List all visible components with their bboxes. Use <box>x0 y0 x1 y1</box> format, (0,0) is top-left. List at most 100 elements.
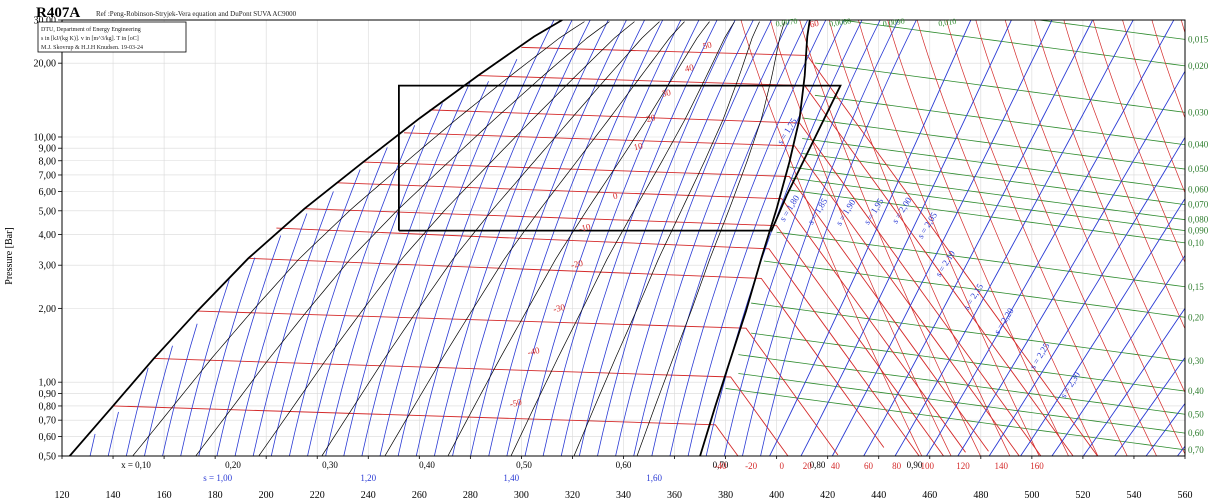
isotherm-vapor-line <box>916 20 1099 456</box>
isochore-line <box>814 94 1185 146</box>
isotherm-vapor-line <box>1063 20 1185 330</box>
quality-line <box>384 21 685 456</box>
temperature-label: 50 <box>702 39 713 51</box>
bottom-temperature-label: 20 <box>803 461 813 471</box>
isentrope-line <box>289 147 388 456</box>
y-tick-label: 1,00 <box>39 378 57 389</box>
quality-line <box>321 21 660 456</box>
chart-title: R407A <box>36 5 80 21</box>
x-tick-label: 560 <box>1178 490 1193 501</box>
entropy-label: 1,20 <box>360 473 376 483</box>
isentrope-line <box>597 20 754 456</box>
isentrope-vapor-line <box>863 20 1094 456</box>
temperature-label: -30 <box>552 302 566 314</box>
isentrope-line <box>180 279 230 456</box>
quality-label: 0,30 <box>322 460 338 470</box>
y-axis-label: Pressure [Bar] <box>4 227 15 284</box>
grid <box>62 20 1185 456</box>
isotherm-vapor-line <box>828 20 1011 456</box>
y-tick-label: 5,00 <box>39 206 57 217</box>
entropy-vapor-label: s = 1,85 <box>806 196 830 226</box>
isotherm-line <box>363 161 989 452</box>
info-box <box>37 21 187 53</box>
isentrope-line <box>470 20 627 456</box>
top-volume-label: 0,010 <box>938 17 957 28</box>
saturation-dome <box>68 20 811 456</box>
isochore-line <box>725 388 1185 451</box>
isentrope-line <box>760 20 917 456</box>
isentrope-line <box>488 20 646 456</box>
entropy-vapor-label: s = 2,00 <box>890 195 914 225</box>
x-tick-label: 460 <box>922 490 937 501</box>
isochore-line <box>776 231 1185 288</box>
bottom-temperature-label: -20 <box>745 461 757 471</box>
saturated-liquid-line <box>68 20 563 456</box>
isochore-line <box>814 62 1185 113</box>
entropy-vapor-label: s = 1,75 <box>775 116 799 146</box>
quality-line <box>510 21 735 456</box>
x-tick-label: 260 <box>412 490 427 501</box>
isentrope-vapor-line <box>1114 356 1185 456</box>
isotherm-line <box>337 182 966 453</box>
cycle-path <box>397 84 842 232</box>
isentrope-line <box>633 20 790 456</box>
x-tick-label: 340 <box>616 490 631 501</box>
isochore-line <box>751 332 1185 392</box>
isentrope-line <box>107 411 119 456</box>
x-tick-label: 240 <box>361 490 376 501</box>
isochore-line <box>675 0 1198 20</box>
isentrope-line <box>216 235 282 456</box>
isotherm-vapor-line <box>1122 20 1185 194</box>
x-tick-label: 220 <box>310 490 325 501</box>
y-tick-label: 4,00 <box>39 230 57 241</box>
x-axis-ticks: 120 140 160 180 200 220 240 260 280 300 320 340 360 3… <box>55 456 1193 501</box>
isochore-line <box>1036 20 1185 40</box>
isentrope-line <box>125 367 149 456</box>
isentrope-line <box>433 20 591 456</box>
volume-tick-label: 0,70 <box>1188 445 1204 455</box>
isentrope-line <box>506 20 664 456</box>
isentrope-line <box>198 257 256 456</box>
isentrope-line <box>270 169 361 456</box>
isentrope-line <box>89 433 96 456</box>
bottom-temperature-label: 80 <box>892 461 902 471</box>
y-axis-ticks: 30,00 20,00 10,009,008,00 7,00 6,00 5,00 4,00 3… <box>34 16 62 463</box>
isentrope-line <box>452 20 609 456</box>
isochore-line <box>802 153 1185 206</box>
isotherm-vapor-line <box>799 20 981 456</box>
x-tick-label: 300 <box>514 490 529 501</box>
isentrope-line <box>524 20 682 456</box>
top-volume-label: 0,0070 <box>775 17 798 29</box>
saturated-vapor-line <box>699 20 811 456</box>
isochore-line <box>838 20 1185 67</box>
x-tick-label: 280 <box>463 490 478 501</box>
isentrope-vapor-line <box>988 136 1185 456</box>
isentrope-line <box>578 20 736 456</box>
isentrope-vapor-line <box>800 20 1012 456</box>
isentrope-line <box>687 20 845 456</box>
isentrope-line <box>651 20 809 456</box>
x-tick-label: 140 <box>106 490 121 501</box>
y-tick-label: 0,60 <box>39 432 57 443</box>
x-tick-label: 420 <box>820 490 835 501</box>
volume-tick-label: 0,070 <box>1188 200 1209 210</box>
temperature-label: 20 <box>646 112 657 124</box>
quality-lines <box>132 21 785 456</box>
quality-line <box>258 21 635 456</box>
info-line-3: M.J. Skovrup & H.J.H Knudsen. 19-03-24 <box>41 45 143 51</box>
isotherm-line <box>521 46 1099 456</box>
y-tick-label: 8,00 <box>39 156 57 167</box>
info-line-2: s in [kJ/(kg K)]. v in [m^3/kg]. T in [o… <box>41 35 139 42</box>
isentrope-line <box>560 20 718 456</box>
bottom-temperature-label: 60 <box>864 461 874 471</box>
isochore-line <box>789 166 1185 221</box>
isotherm-vapor-line <box>1092 20 1185 264</box>
isentrope-line <box>379 59 518 456</box>
isochore-line <box>802 138 1185 191</box>
volume-tick-label: 0,080 <box>1188 215 1209 225</box>
isentrope-line <box>162 323 198 456</box>
isentrope-vapor-line <box>1051 254 1185 456</box>
x-tick-label: 500 <box>1024 490 1039 501</box>
quality-label: 0,70 <box>713 460 729 470</box>
x-tick-label: 540 <box>1126 490 1141 501</box>
